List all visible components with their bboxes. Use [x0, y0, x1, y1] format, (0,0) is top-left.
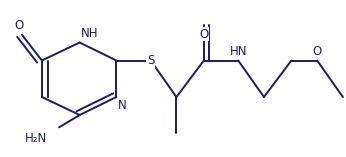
Text: N: N [118, 99, 127, 112]
Text: O: O [312, 45, 322, 58]
Text: O: O [14, 19, 23, 32]
Text: HN: HN [229, 45, 247, 58]
Text: O: O [199, 28, 209, 41]
Text: S: S [147, 54, 154, 67]
Text: H₂N: H₂N [25, 132, 47, 145]
Text: NH: NH [81, 27, 99, 41]
